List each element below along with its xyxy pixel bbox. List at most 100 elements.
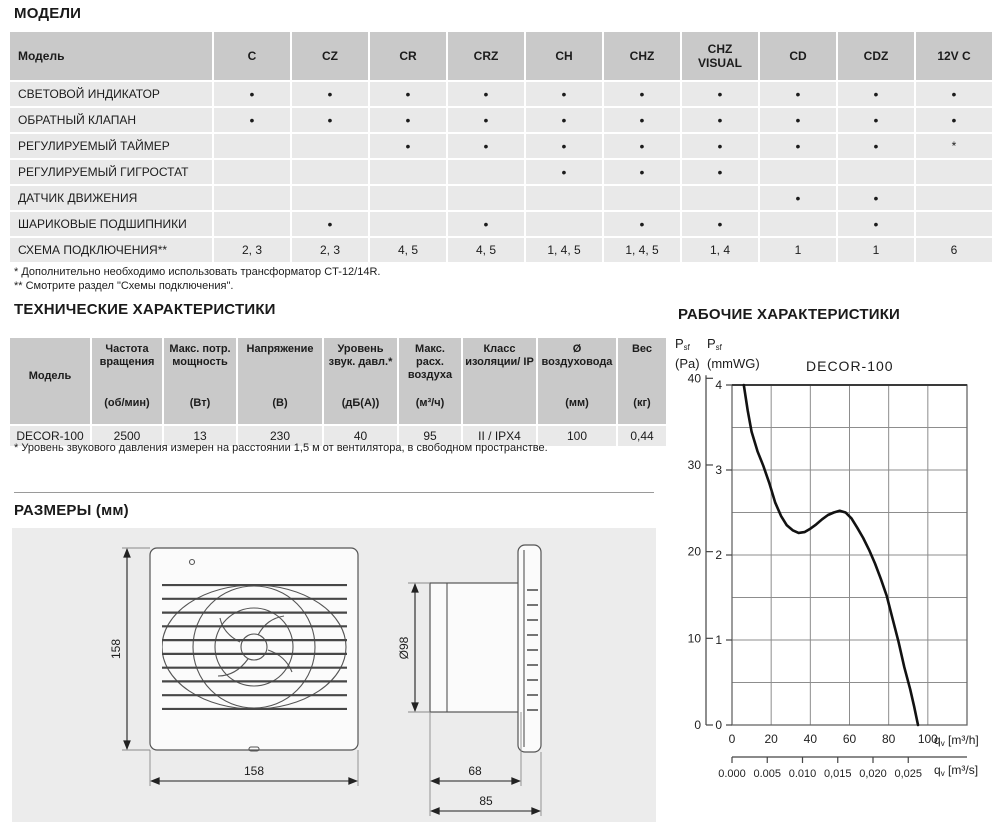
feature-cell: • <box>682 212 758 236</box>
pa-tick-label: 0 <box>694 718 701 732</box>
feature-cell: • <box>604 108 680 132</box>
tech-column-name: Макс. расх. воздуха <box>407 343 453 381</box>
dim-total-depth: 85 <box>479 794 493 808</box>
dim-front-width: 158 <box>244 764 264 778</box>
feature-cell: • <box>916 82 992 106</box>
performance-curve <box>742 383 920 727</box>
x2-tick-label: 0,015 <box>824 768 852 780</box>
feature-label: ШАРИКОВЫЕ ПОДШИПНИКИ <box>10 212 212 236</box>
pressure-axis-label-mmwg: Psf (mmWG) <box>707 336 760 371</box>
tech-cell: 230 <box>238 426 322 446</box>
feature-cell <box>526 212 602 236</box>
feature-cell: • <box>526 82 602 106</box>
tech-column-name: Класс изоляции/ IP <box>465 343 534 368</box>
pa-tick-label: 10 <box>688 631 702 645</box>
models-column-header: CHZ <box>604 32 680 80</box>
chart-title: DECOR-100 <box>806 358 894 374</box>
feature-cell: • <box>292 108 368 132</box>
feature-cell: • <box>604 134 680 158</box>
feature-cell: • <box>838 82 914 106</box>
models-row: ДАТЧИК ДВИЖЕНИЯ • • <box>10 186 992 210</box>
feature-cell: • <box>760 82 836 106</box>
models-footnote-2: ** Смотрите раздел "Схемы подключения". <box>14 280 234 292</box>
feature-cell: 2, 3 <box>214 238 290 262</box>
feature-cell: • <box>370 108 446 132</box>
pa-tick-label: 30 <box>688 458 702 472</box>
side-dimensions: Ø98 68 85 <box>397 582 542 816</box>
tech-column-header: Вес (кг) <box>618 338 666 424</box>
tech-column-name: Макс. потр. мощность <box>169 343 231 368</box>
feature-cell: • <box>682 108 758 132</box>
performance-section-title: РАБОЧИЕ ХАРАКТЕРИСТИКИ <box>678 306 901 323</box>
models-footnote-1: * Дополнительно необходимо использовать … <box>14 266 381 278</box>
tech-cell: DECOR-100 <box>10 426 90 446</box>
feature-cell: • <box>760 186 836 210</box>
tech-cell: 0,44 <box>618 426 666 446</box>
feature-cell: • <box>448 134 524 158</box>
flow-axis-label-m3h: qv [m³/h] <box>934 733 979 748</box>
screw-hole <box>188 558 196 566</box>
x-tick-label: 20 <box>764 732 778 746</box>
performance-chart-section: РАБОЧИЕ ХАРАКТЕРИСТИКИ Psf (Pa) Psf (mmW… <box>670 306 1000 806</box>
feature-cell <box>916 212 992 236</box>
dimensions-section-title: РАЗМЕРЫ (мм) <box>14 502 129 519</box>
feature-cell: 1, 4 <box>682 238 758 262</box>
x2-tick-label: 0.010 <box>789 768 817 780</box>
fan-front-view <box>149 547 359 752</box>
feature-cell <box>448 160 524 184</box>
models-row: СВЕТОВОЙ ИНДИКАТОР • • • • • • • • • • <box>10 82 992 106</box>
feature-label: СХЕМА ПОДКЛЮЧЕНИЯ** <box>10 238 212 262</box>
feature-cell <box>526 186 602 210</box>
feature-cell: 6 <box>916 238 992 262</box>
tech-column-unit: (Вт) <box>189 397 211 409</box>
feature-cell: • <box>604 82 680 106</box>
feature-cell: • <box>526 134 602 158</box>
x-tick-label: 100 <box>918 732 938 746</box>
feature-label: ДАТЧИК ДВИЖЕНИЯ <box>10 186 212 210</box>
dim-front-height: 158 <box>109 639 123 659</box>
tech-column-name: Ø воздуховода <box>541 343 613 368</box>
tech-column-name: Напряжение <box>246 343 314 355</box>
tech-column-name: Модель <box>28 369 72 382</box>
feature-label: СВЕТОВОЙ ИНДИКАТОР <box>10 82 212 106</box>
models-row: РЕГУЛИРУЕМЫЙ ГИГРОСТАТ • • • <box>10 160 992 184</box>
feature-cell: • <box>760 134 836 158</box>
feature-cell <box>838 160 914 184</box>
feature-cell: • <box>292 82 368 106</box>
x-tick-label: 40 <box>804 732 818 746</box>
feature-cell: • <box>682 82 758 106</box>
tech-column-unit: (дБ(А)) <box>341 397 380 409</box>
feature-cell: • <box>370 82 446 106</box>
feature-cell <box>604 186 680 210</box>
feature-cell: • <box>838 186 914 210</box>
flow-axis-label-m3s: qv [m³/s] <box>934 763 979 778</box>
feature-cell: • <box>526 108 602 132</box>
feature-cell <box>292 134 368 158</box>
tech-cell: 95 <box>399 426 461 446</box>
tech-column-header: Напряжение (В) <box>238 338 322 424</box>
feature-cell <box>214 160 290 184</box>
fan-side-view <box>429 544 542 753</box>
models-column-header: CRZ <box>448 32 524 80</box>
tech-column-name: Уровень звук. давл.* <box>328 343 393 368</box>
feature-cell <box>292 160 368 184</box>
mmwg-tick-label: 2 <box>715 548 722 562</box>
x2-tick-label: 0,025 <box>894 768 922 780</box>
feature-cell: • <box>448 82 524 106</box>
feature-cell <box>682 186 758 210</box>
feature-cell: 4, 5 <box>448 238 524 262</box>
models-column-header: CH <box>526 32 602 80</box>
feature-cell <box>214 134 290 158</box>
feature-cell <box>214 186 290 210</box>
x2-tick-label: 0,020 <box>859 768 887 780</box>
tech-cell: 2500 <box>92 426 162 446</box>
dimensions-drawing-panel: 158 158 Ø98 <box>12 528 656 822</box>
tech-column-header: Ø воздуховода (мм) <box>538 338 616 424</box>
front-dimensions: 158 158 <box>109 547 359 786</box>
feature-cell: • <box>604 212 680 236</box>
feature-cell: • <box>760 108 836 132</box>
pa-tick-label: 20 <box>688 545 702 559</box>
section-divider <box>14 492 654 493</box>
